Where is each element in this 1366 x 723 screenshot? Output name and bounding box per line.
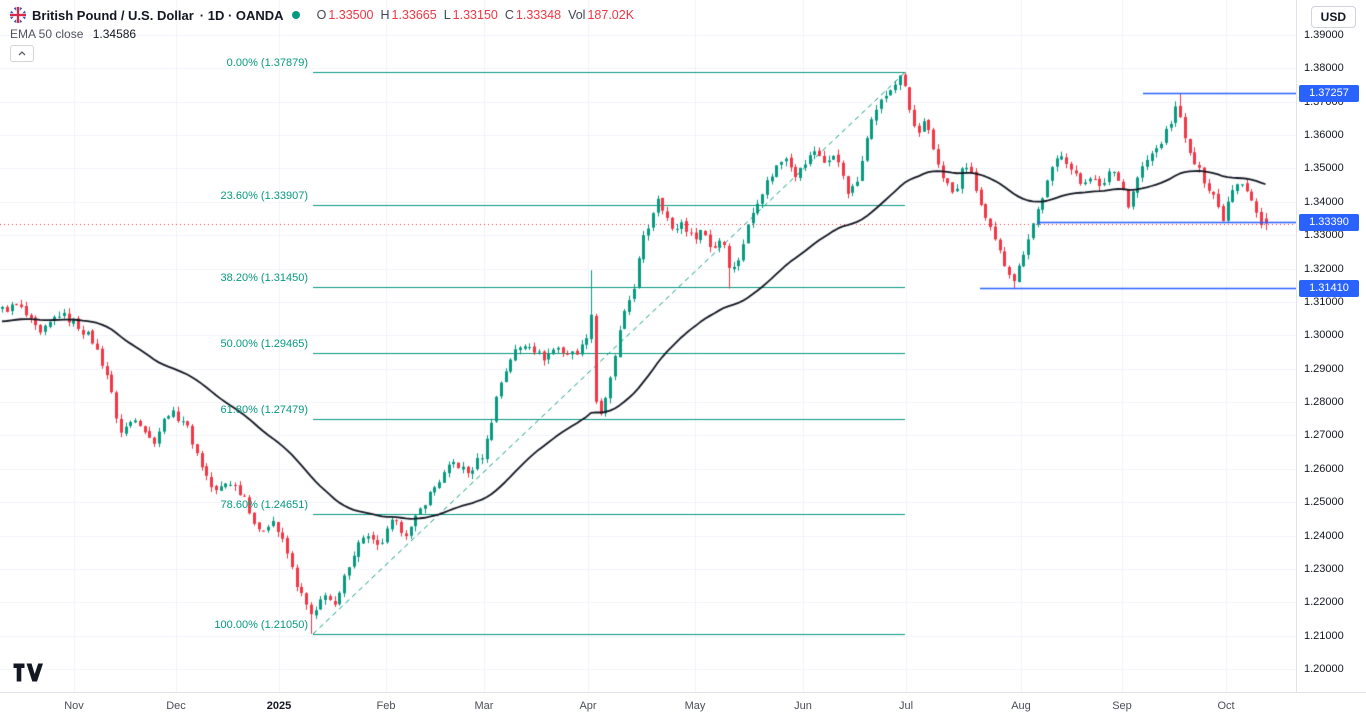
time-tick-label: Aug (1011, 700, 1031, 712)
open-label: O (316, 8, 327, 22)
legend-collapse-button[interactable] (10, 45, 34, 62)
open-value: 1.33500 (328, 8, 374, 22)
price-axis[interactable]: 1.39000 1.38000 1.37000 1.36000 1.35000 1.340… (1296, 0, 1366, 692)
price-tick-label: 1.34000 (1304, 195, 1344, 208)
time-tick-label: Nov (64, 700, 84, 712)
indicator-label: EMA 50 close (10, 27, 84, 41)
low-value: 1.33150 (452, 8, 498, 22)
price-tick-label: 1.29000 (1304, 362, 1344, 375)
fib-level-label: 61.80% (1.27479) (220, 404, 308, 417)
price-level-badge: 1.31410 (1299, 279, 1359, 297)
tradingview-logo[interactable] (13, 663, 43, 687)
close-label: C (504, 8, 514, 22)
fib-level-label: 50.00% (1.29465) (220, 338, 308, 351)
low-label: L (443, 8, 451, 22)
price-tick-label: 1.27000 (1304, 429, 1344, 442)
fib-level-label: 23.60% (1.33907) (220, 189, 308, 202)
time-tick-label: May (684, 700, 706, 712)
price-tick-label: 1.21000 (1304, 629, 1344, 642)
price-tick-label: 1.36000 (1304, 129, 1344, 142)
price-tick-label: 1.30000 (1304, 329, 1344, 342)
symbol-interval-exchange[interactable]: · 1D · OANDA (199, 7, 284, 23)
fib-level-label: 0.00% (1.37879) (226, 57, 308, 70)
high-label: H (380, 8, 390, 22)
price-tick-label: 1.38000 (1304, 62, 1344, 75)
price-tick-label: 1.32000 (1304, 262, 1344, 275)
fib-level-label: 38.20% (1.31450) (220, 271, 308, 284)
time-tick-label: 2025 (266, 700, 292, 712)
time-tick-label: Apr (579, 700, 597, 712)
time-tick-label: Mar (474, 700, 494, 712)
volume-label: Vol (568, 8, 586, 22)
chevron-up-icon (18, 51, 26, 56)
symbol-flag-icon (10, 7, 26, 23)
price-tick-label: 1.28000 (1304, 396, 1344, 409)
time-tick-label: Sep (1112, 700, 1132, 712)
time-tick-label: Dec (166, 700, 186, 712)
fib-level-label: 78.60% (1.24651) (220, 498, 308, 511)
price-tick-label: 1.20000 (1304, 663, 1344, 675)
price-level-badge: 1.33390 (1299, 213, 1359, 231)
time-axis[interactable]: Nov Dec 2025 Feb Mar Apr May Jun Jul Aug Sep Oct (0, 692, 1366, 723)
high-value: 1.33665 (391, 8, 437, 22)
price-tick-label: 1.26000 (1304, 462, 1344, 475)
ohlc-values: O 1.33500 H 1.33665 L 1.33150 C 1.33348 Vol 1… (310, 8, 634, 22)
time-tick-label: Feb (376, 700, 396, 712)
currency-unit-button[interactable]: USD (1310, 6, 1356, 28)
indicator-value: 1.34586 (92, 27, 137, 41)
price-level-badge: 1.37257 (1299, 84, 1359, 102)
indicator-legend[interactable]: EMA 50 close 1.34586 (10, 27, 136, 41)
symbol-legend: British Pound / U.S. Dollar · 1D · OANDA… (10, 7, 634, 23)
volume-value: 187.02K (587, 8, 635, 22)
price-tick-label: 1.23000 (1304, 562, 1344, 575)
price-tick-label: 1.39000 (1304, 29, 1344, 41)
market-status-dot-icon[interactable] (291, 11, 300, 19)
price-tick-label: 1.25000 (1304, 496, 1344, 509)
time-tick-label: Oct (1217, 700, 1235, 712)
price-tick-label: 1.33000 (1304, 229, 1344, 242)
symbol-title[interactable]: British Pound / U.S. Dollar (32, 7, 194, 23)
price-tick-label: 1.31000 (1304, 295, 1344, 308)
time-tick-label: Jun (794, 700, 812, 712)
price-tick-label: 1.24000 (1304, 529, 1344, 542)
price-tick-label: 1.35000 (1304, 162, 1344, 175)
fib-level-label: 100.00% (1.21050) (214, 618, 308, 631)
close-value: 1.33348 (515, 8, 562, 22)
price-tick-label: 1.22000 (1304, 596, 1344, 609)
time-tick-label: Jul (898, 700, 914, 712)
